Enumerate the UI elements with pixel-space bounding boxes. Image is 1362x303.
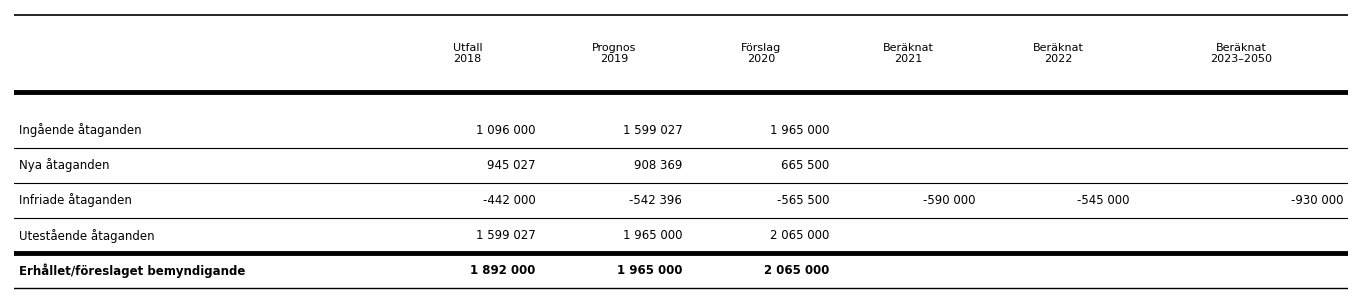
Text: 2 065 000: 2 065 000: [770, 229, 829, 242]
Text: -590 000: -590 000: [923, 194, 977, 207]
Text: -545 000: -545 000: [1077, 194, 1129, 207]
Text: Beräknat
2023–2050: Beräknat 2023–2050: [1211, 43, 1272, 64]
Text: 908 369: 908 369: [633, 159, 682, 172]
Text: 1 965 000: 1 965 000: [622, 229, 682, 242]
Text: Utfall
2018: Utfall 2018: [452, 43, 482, 64]
Text: 1 965 000: 1 965 000: [770, 124, 829, 137]
Text: 1 599 027: 1 599 027: [622, 124, 682, 137]
Text: 1 892 000: 1 892 000: [470, 264, 535, 277]
Text: Nya åtaganden: Nya åtaganden: [19, 158, 109, 172]
Text: Förslag
2020: Förslag 2020: [741, 43, 782, 64]
Text: Ingående åtaganden: Ingående åtaganden: [19, 123, 142, 137]
Text: Erhållet/föreslaget bemyndigande: Erhållet/föreslaget bemyndigande: [19, 263, 245, 278]
Text: 1 965 000: 1 965 000: [617, 264, 682, 277]
Text: 1 599 027: 1 599 027: [475, 229, 535, 242]
Text: Beräknat
2022: Beräknat 2022: [1032, 43, 1084, 64]
Text: -565 500: -565 500: [776, 194, 829, 207]
Text: 665 500: 665 500: [780, 159, 829, 172]
Text: Utestående åtaganden: Utestående åtaganden: [19, 228, 154, 242]
Text: 945 027: 945 027: [488, 159, 535, 172]
Text: Prognos
2019: Prognos 2019: [592, 43, 636, 64]
Text: -442 000: -442 000: [482, 194, 535, 207]
Text: -930 000: -930 000: [1291, 194, 1343, 207]
Text: Beräknat
2021: Beräknat 2021: [883, 43, 933, 64]
Text: -542 396: -542 396: [629, 194, 682, 207]
Text: 2 065 000: 2 065 000: [764, 264, 829, 277]
Text: Infriade åtaganden: Infriade åtaganden: [19, 194, 132, 208]
Text: 1 096 000: 1 096 000: [475, 124, 535, 137]
